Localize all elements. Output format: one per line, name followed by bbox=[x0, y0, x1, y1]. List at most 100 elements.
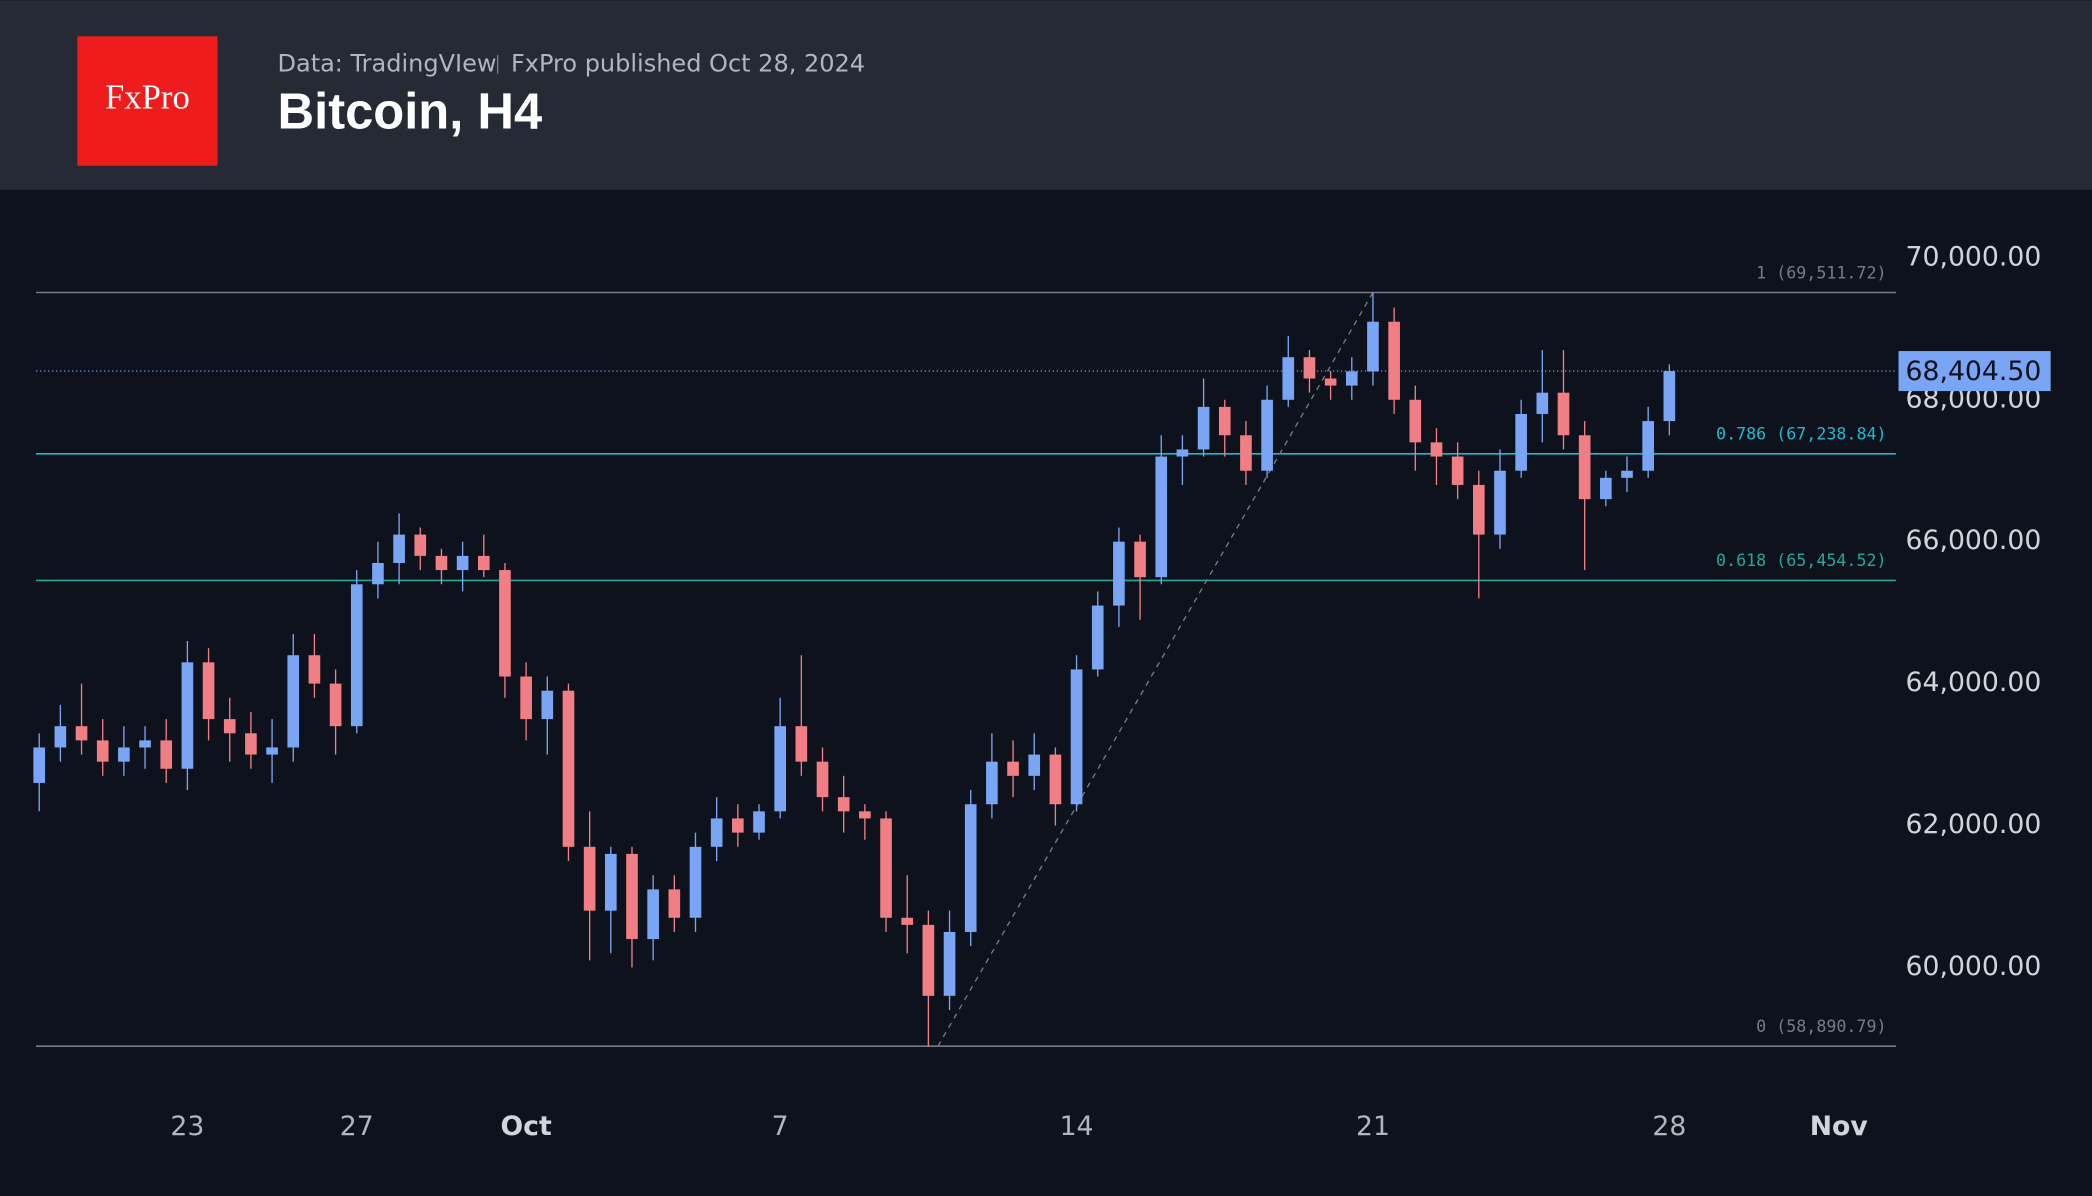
header bbox=[0, 0, 2092, 190]
candle-body bbox=[880, 818, 892, 918]
candle-body bbox=[922, 924, 935, 996]
candle-body bbox=[901, 917, 914, 925]
candle-body bbox=[753, 811, 765, 833]
x-tick-label: Oct bbox=[501, 1111, 552, 1142]
candle-body bbox=[1494, 470, 1506, 535]
candle-body bbox=[943, 931, 956, 996]
source: Data: TradingVIew bbox=[278, 49, 497, 77]
y-tick-label: 70,000.00 bbox=[1906, 241, 2042, 272]
candle-body bbox=[350, 584, 363, 727]
candle-body bbox=[393, 534, 405, 563]
candle-body bbox=[1663, 371, 1676, 422]
fib-label: 0.786 (67,238.84) bbox=[1716, 425, 1886, 444]
candle-body bbox=[837, 797, 850, 812]
candle-body bbox=[329, 683, 342, 727]
candle-body bbox=[520, 676, 532, 720]
candle-body bbox=[1578, 435, 1591, 500]
candle-body bbox=[245, 733, 257, 755]
publisher: FxPro published Oct 28, 2024 bbox=[511, 49, 865, 77]
candle-body bbox=[223, 719, 236, 734]
candle-body bbox=[1621, 470, 1633, 478]
candle-body bbox=[583, 846, 596, 911]
candle-body bbox=[1261, 399, 1273, 471]
candle-body bbox=[1091, 605, 1104, 670]
y-tick-label: 66,000.00 bbox=[1906, 525, 2042, 556]
candle-body bbox=[1536, 392, 1549, 414]
logo-text: FxPro bbox=[105, 77, 190, 116]
candle-body bbox=[308, 655, 321, 684]
candle-body bbox=[1642, 421, 1654, 471]
candle-body bbox=[139, 740, 151, 748]
candle-body bbox=[456, 555, 469, 571]
candle-body bbox=[202, 662, 215, 720]
candle-body bbox=[964, 804, 977, 932]
candle-body bbox=[795, 726, 808, 762]
candle-body bbox=[816, 761, 829, 798]
candle-body bbox=[435, 555, 448, 571]
candle-body bbox=[1176, 449, 1189, 457]
candle-body bbox=[1240, 435, 1252, 471]
candle-body bbox=[1049, 754, 1062, 805]
x-tick-label: Nov bbox=[1810, 1111, 1868, 1142]
chart-title: Bitcoin, H4 bbox=[278, 82, 543, 139]
candle-body bbox=[1028, 754, 1041, 776]
x-tick-label: 28 bbox=[1652, 1111, 1686, 1142]
candle-body bbox=[414, 534, 427, 556]
candle-body bbox=[1472, 484, 1485, 535]
candle-body bbox=[118, 747, 130, 762]
candle-body bbox=[668, 889, 681, 918]
fib-label: 0 (58,890.79) bbox=[1756, 1017, 1886, 1036]
x-tick-label: 27 bbox=[340, 1111, 374, 1142]
x-tick-label: 7 bbox=[772, 1111, 789, 1142]
logo bbox=[77, 36, 218, 166]
candle-body bbox=[1345, 371, 1358, 386]
candle-body bbox=[626, 853, 638, 940]
candle-body bbox=[689, 846, 702, 918]
candle-body bbox=[1134, 541, 1146, 578]
candle-body bbox=[1070, 669, 1083, 805]
candle-body bbox=[859, 811, 871, 819]
fib-label: 1 (69,511.72) bbox=[1756, 263, 1886, 282]
candle-body bbox=[499, 570, 511, 677]
candle-body bbox=[774, 726, 786, 812]
candle-body bbox=[1282, 357, 1295, 400]
x-tick-label: 23 bbox=[170, 1111, 204, 1142]
candle-body bbox=[372, 562, 384, 585]
candle-body bbox=[1557, 392, 1570, 436]
last-price-box bbox=[1898, 351, 2051, 392]
plot: 60,000.0062,000.0064,000.0066,000.0068,0… bbox=[33, 241, 2051, 1142]
candle-body bbox=[1600, 477, 1612, 500]
candle-body bbox=[1388, 321, 1400, 400]
x-tick-label: 21 bbox=[1356, 1111, 1390, 1142]
candle-body bbox=[562, 690, 575, 847]
y-tick-label: 60,000.00 bbox=[1906, 951, 2042, 982]
candle-body bbox=[604, 853, 617, 911]
candle-body bbox=[96, 740, 109, 762]
last-price-label: 68,404.50 bbox=[1906, 356, 2042, 387]
candle-body bbox=[266, 747, 278, 755]
candle-body bbox=[54, 726, 67, 748]
candle-body bbox=[1367, 321, 1379, 372]
candle-body bbox=[986, 761, 998, 805]
candle-body bbox=[1197, 406, 1210, 450]
candle-body bbox=[1303, 357, 1316, 379]
candle-body bbox=[1007, 761, 1019, 776]
candle-body bbox=[1430, 442, 1443, 457]
candle-body bbox=[1155, 456, 1168, 578]
candle-body bbox=[287, 655, 300, 748]
x-tick-label: 14 bbox=[1060, 1111, 1094, 1142]
candle-body bbox=[710, 818, 723, 847]
candle-body bbox=[1515, 413, 1527, 471]
candle-body bbox=[75, 726, 88, 741]
candle-body bbox=[541, 690, 554, 720]
fib-label: 0.618 (65,454.52) bbox=[1716, 551, 1886, 570]
y-tick-label: 62,000.00 bbox=[1906, 809, 2042, 840]
candle-body bbox=[1409, 399, 1422, 443]
candle-body bbox=[647, 889, 659, 940]
candle-body bbox=[1324, 378, 1337, 386]
candle-body bbox=[1113, 541, 1125, 606]
candle-body bbox=[732, 818, 744, 833]
y-tick-label: 64,000.00 bbox=[1906, 667, 2042, 698]
candle-body bbox=[160, 740, 173, 769]
